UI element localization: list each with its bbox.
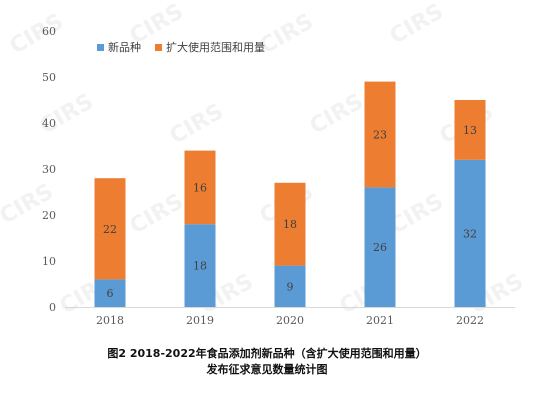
data-label: 22: [103, 223, 117, 236]
y-axis: 0 10 20 30 40 50 60: [42, 25, 515, 314]
data-label: 16: [193, 181, 207, 194]
watermark-text: CIRS: [166, 99, 228, 149]
bar-segment-series-0: [364, 187, 396, 307]
figure-caption-line-1: 图2 2018-2022年食品添加剂新品种（含扩大使用范围和用量）: [107, 347, 427, 360]
y-tick-label: 30: [42, 163, 56, 176]
legend-label: 扩大使用范围和用量: [166, 40, 265, 54]
x-tick-label: 2019: [186, 314, 214, 327]
bar-segment-series-1: [454, 100, 486, 160]
legend-swatch: [155, 44, 162, 51]
data-label: 18: [283, 218, 297, 231]
bar-segment-series-0: [184, 224, 216, 307]
data-label: 32: [463, 227, 477, 240]
figure-caption-line-2: 发布征求意见数量统计图: [206, 363, 328, 376]
data-label: 23: [373, 129, 387, 142]
watermark-text: CIRS: [36, 89, 98, 139]
legend: 新品种 扩大使用范围和用量: [97, 40, 265, 54]
x-tick-label: 2021: [366, 314, 394, 327]
data-label: 26: [373, 241, 387, 254]
bar-segment-series-0: [94, 279, 126, 307]
bar-segment-series-0: [274, 265, 306, 307]
legend-swatch: [97, 44, 104, 51]
data-label: 18: [193, 260, 207, 273]
data-label: 13: [463, 124, 477, 137]
watermark-text: CIRS: [256, 9, 318, 59]
x-tick-label: 2018: [96, 314, 124, 327]
x-tick-label: 2020: [276, 314, 304, 327]
watermark-text: CIRS: [126, 189, 188, 239]
y-tick-label: 50: [42, 71, 56, 84]
watermark-text: CIRS: [386, 0, 448, 49]
bar-segment-series-1: [184, 150, 216, 225]
bar-segment-series-0: [454, 159, 486, 307]
watermark-text: CIRS: [306, 89, 368, 139]
bars: 6 22 18 16 9 18 26 23 32 13: [94, 81, 486, 307]
y-tick-label: 40: [42, 117, 56, 130]
watermark-text: CIRS: [6, 9, 68, 59]
x-tick-label: 2022: [456, 314, 484, 327]
bar-segment-series-1: [364, 81, 396, 188]
bar-segment-series-1: [94, 178, 126, 280]
y-tick-label: 60: [42, 25, 56, 38]
y-tick-label: 0: [49, 301, 56, 314]
bar-segment-series-1: [274, 182, 306, 266]
y-tick-label: 20: [42, 209, 56, 222]
data-label: 9: [287, 280, 294, 293]
data-label: 6: [107, 287, 114, 300]
y-tick-label: 10: [42, 255, 56, 268]
legend-label: 新品种: [108, 40, 141, 54]
x-axis-labels: 2018 2019 2020 2021 2022: [96, 314, 484, 327]
